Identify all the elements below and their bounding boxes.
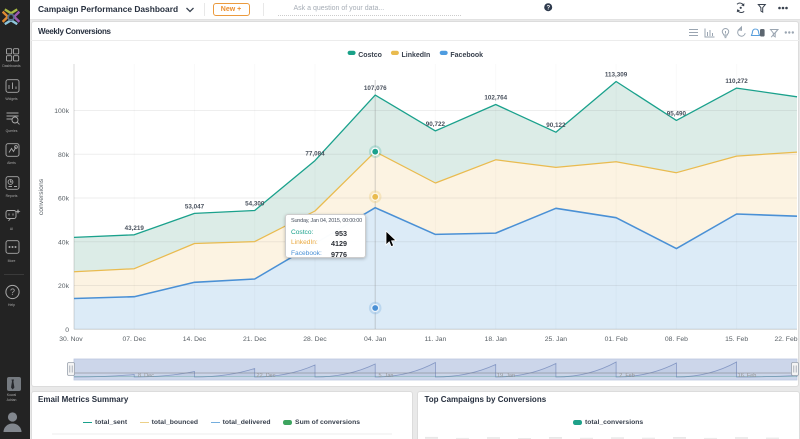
svg-text:53,047: 53,047 (185, 203, 205, 210)
svg-text:8. Dec: 8. Dec (138, 373, 154, 379)
svg-text:14. Dec: 14. Dec (183, 336, 207, 343)
svg-text:25. Jan: 25. Jan (545, 336, 568, 343)
svg-text:08. Feb: 08. Feb (665, 336, 688, 343)
svg-text:5. Jan: 5. Jan (379, 373, 394, 379)
svg-text:conversions: conversions (38, 178, 45, 215)
svg-text:Costco: Costco (358, 52, 382, 59)
svg-text:102,764: 102,764 (484, 95, 507, 102)
svg-text:90,122: 90,122 (546, 122, 566, 129)
svg-text:77,084: 77,084 (305, 151, 325, 158)
svg-text:15. Feb: 15. Feb (725, 336, 748, 343)
svg-text:80k: 80k (58, 152, 70, 159)
svg-text:107,076: 107,076 (364, 85, 387, 92)
svg-text:30. Nov: 30. Nov (59, 336, 83, 343)
svg-text:60k: 60k (58, 196, 70, 203)
svg-text:LinkedIn: LinkedIn (402, 52, 431, 59)
svg-text:54,300: 54,300 (245, 201, 265, 208)
svg-text:21. Dec: 21. Dec (243, 336, 267, 343)
svg-text:19. Jan: 19. Jan (497, 373, 515, 379)
svg-text:07. Dec: 07. Dec (122, 336, 146, 343)
svg-text:100k: 100k (54, 108, 69, 115)
svg-text:Facebook: Facebook (450, 52, 483, 59)
svg-text:113,309: 113,309 (605, 72, 628, 79)
svg-text:18. Jan: 18. Jan (485, 336, 508, 343)
svg-text:43,219: 43,219 (125, 225, 145, 232)
svg-text:16. Feb: 16. Feb (738, 373, 757, 379)
svg-text:90,722: 90,722 (426, 121, 446, 128)
svg-text:40k: 40k (58, 239, 70, 246)
svg-text:01. Feb: 01. Feb (605, 336, 628, 343)
svg-text:20k: 20k (58, 283, 70, 290)
svg-text:22. Dec: 22. Dec (257, 373, 276, 379)
svg-text:110,272: 110,272 (725, 78, 748, 85)
svg-text:95,490: 95,490 (667, 110, 687, 117)
svg-text:2. Feb: 2. Feb (619, 373, 635, 379)
svg-text:22. Feb: 22. Feb (774, 336, 797, 343)
svg-text:04. Jan: 04. Jan (364, 336, 387, 343)
svg-text:11. Jan: 11. Jan (425, 336, 447, 343)
svg-text:28. Dec: 28. Dec (303, 336, 327, 343)
svg-text:0: 0 (65, 327, 69, 334)
svg-text:?: ? (9, 287, 14, 297)
svg-text:?: ? (546, 6, 550, 12)
